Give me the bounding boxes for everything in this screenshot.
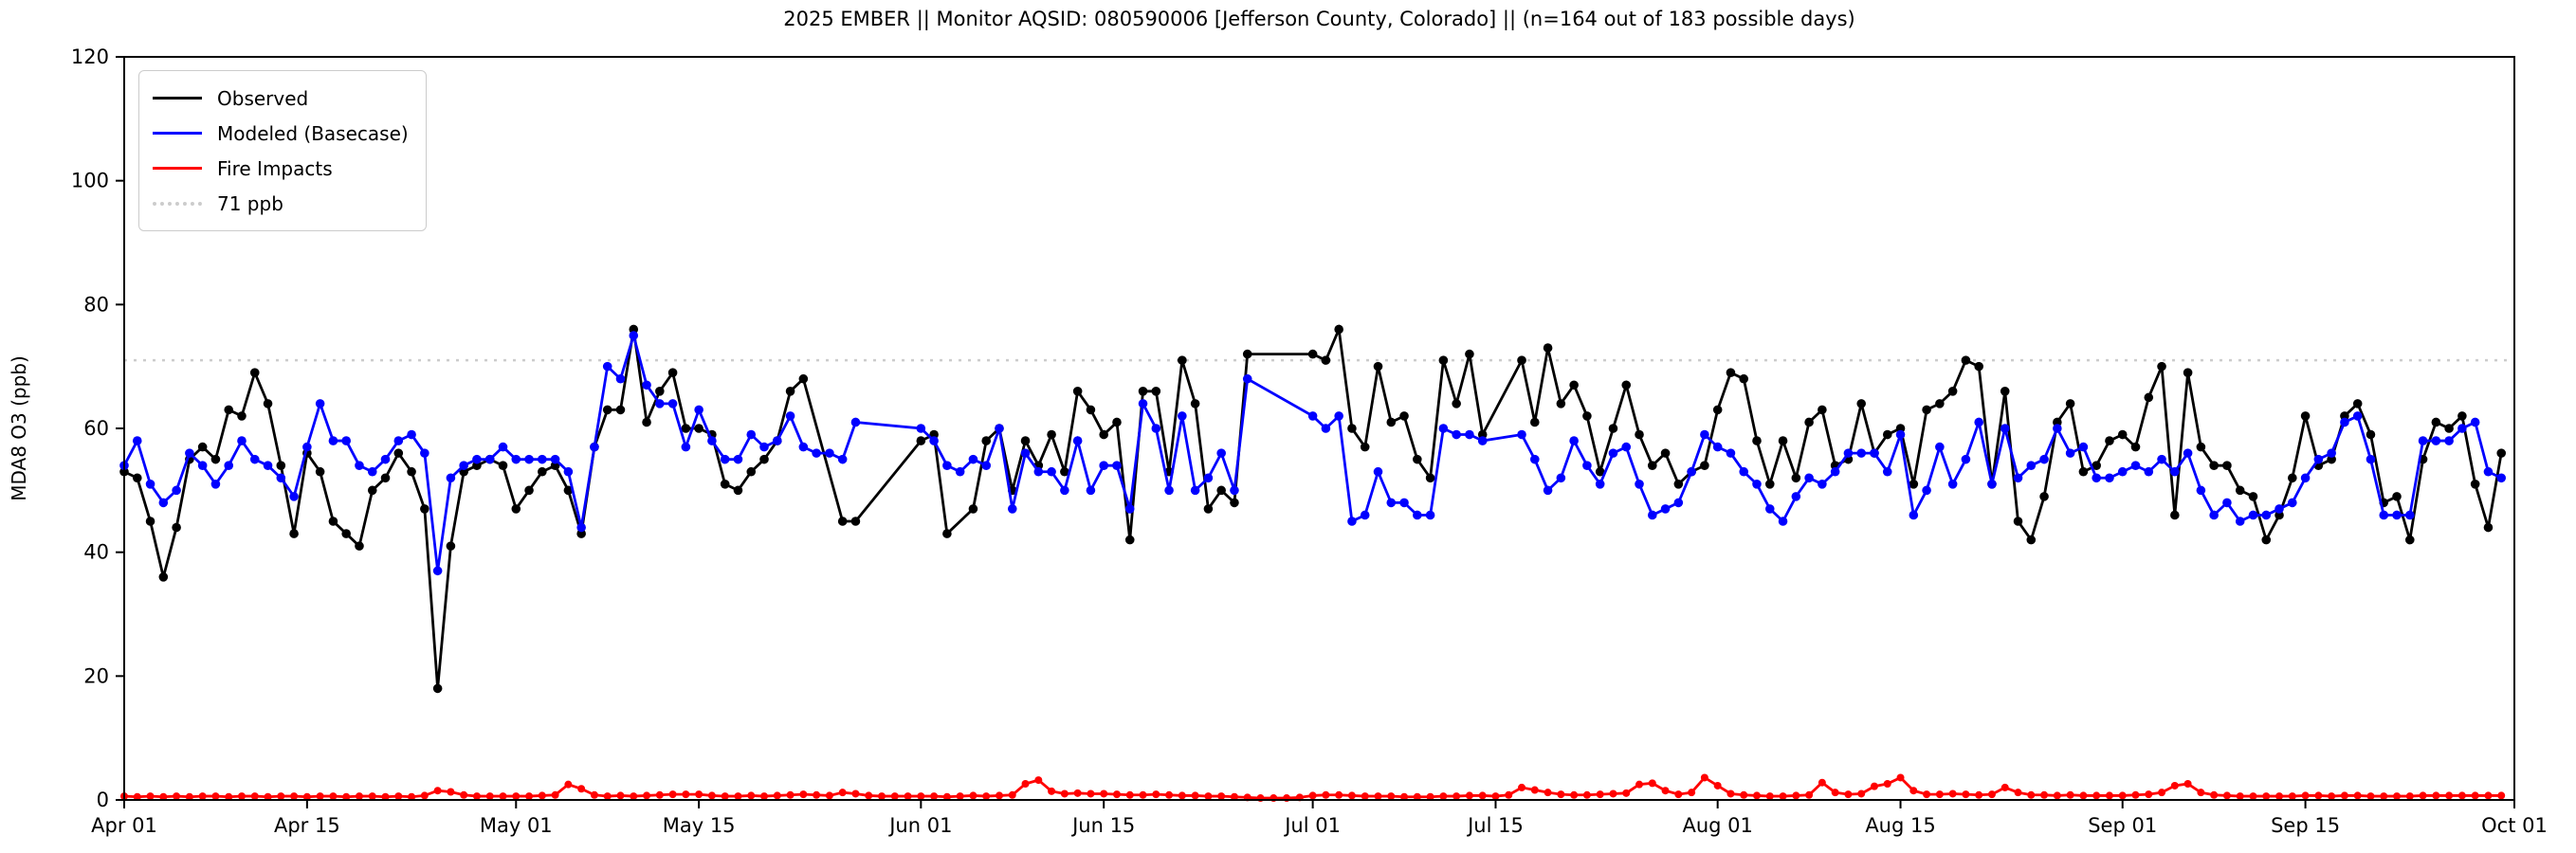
y-tick-label: 20: [83, 664, 109, 687]
threshold-line-swatch: [153, 201, 202, 206]
x-tick-label: May 15: [663, 814, 736, 837]
legend-item-modeled: Modeled (Basecase): [153, 116, 409, 151]
y-tick-label: 120: [71, 45, 109, 68]
x-tick-label: Jul 01: [1283, 814, 1341, 837]
x-tick-label: May 01: [480, 814, 553, 837]
legend-label: Observed: [217, 86, 309, 110]
x-tick-label: Aug 15: [1865, 814, 1935, 837]
y-tick-label: 80: [83, 293, 109, 316]
modeled-line-swatch: [153, 132, 202, 135]
x-tick-label: Apr 15: [274, 814, 340, 837]
legend-item-threshold: 71 ppb: [153, 186, 409, 221]
series-modeled-basecase-: [119, 330, 2507, 576]
x-tick-label: Aug 01: [1682, 814, 1752, 837]
y-tick-label: 100: [71, 170, 109, 192]
chart-title: 2025 EMBER || Monitor AQSID: 080590006 […: [783, 8, 1855, 30]
legend-item-observed: Observed: [153, 81, 409, 116]
series-observed: [119, 324, 2507, 694]
x-tick-label: Jul 15: [1466, 814, 1524, 837]
x-tick-label: Apr 01: [91, 814, 157, 837]
legend-label: Modeled (Basecase): [217, 121, 409, 145]
y-tick-label: 40: [83, 541, 109, 564]
legend-label: Fire Impacts: [217, 156, 333, 180]
axes-frame: [123, 56, 2515, 801]
x-tick-label: Oct 01: [2481, 814, 2548, 837]
x-tick-label: Jun 15: [1070, 814, 1135, 837]
legend-item-fire: Fire Impacts: [153, 151, 409, 186]
y-tick-label: 60: [83, 417, 109, 440]
x-tick-label: Sep 15: [2271, 814, 2340, 837]
legend-label: 71 ppb: [217, 191, 283, 215]
fire-line-swatch: [153, 167, 202, 170]
observed-line-swatch: [153, 97, 202, 100]
x-tick-label: Jun 01: [887, 814, 952, 837]
y-tick-label: 0: [97, 789, 109, 811]
series-fire-impacts: [120, 773, 2506, 803]
x-tick-label: Sep 01: [2088, 814, 2157, 837]
legend: Observed Modeled (Basecase) Fire Impacts…: [138, 70, 427, 231]
